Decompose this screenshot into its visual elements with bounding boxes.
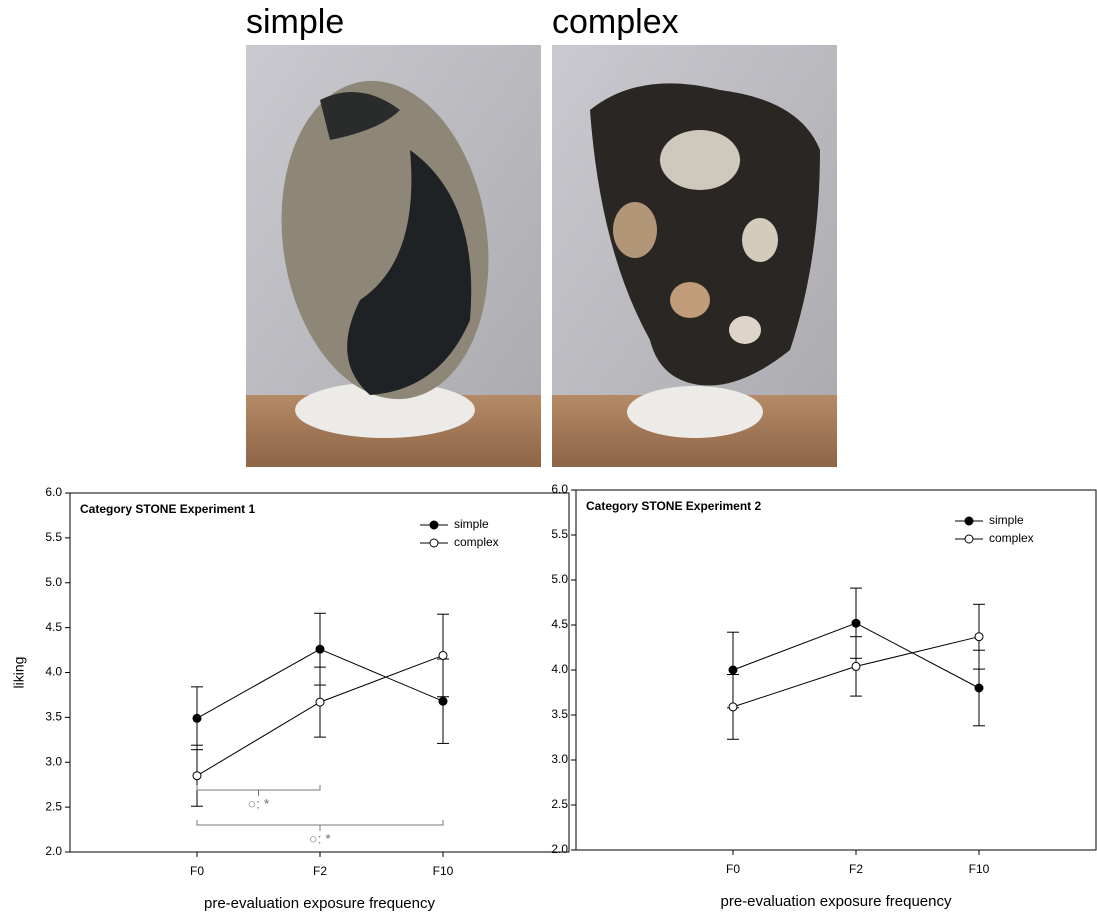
legend-label: simple — [454, 517, 489, 531]
x-tick-label: F0 — [190, 864, 204, 878]
y-tick-label: 6.0 — [45, 485, 62, 499]
figure: simple complex 2.0 2.5 3.0 3.5 4.0 4.5 5.0 5.5 6… — [0, 0, 1097, 914]
legend-label: simple — [989, 513, 1024, 527]
legend-marker — [430, 521, 438, 529]
marker — [439, 651, 447, 659]
legend-marker — [430, 539, 438, 547]
marker — [975, 684, 983, 692]
photo-simple — [246, 45, 541, 467]
y-tick-label: 2.0 — [551, 842, 568, 856]
x-tick-label: F2 — [849, 862, 863, 876]
y-tick-label: 3.0 — [551, 752, 568, 766]
y-tick-label: 4.5 — [45, 620, 62, 634]
legend-label: complex — [454, 535, 499, 549]
y-tick-label: 4.0 — [551, 662, 568, 676]
y-tick-label: 5.0 — [551, 572, 568, 586]
legend-marker — [965, 517, 973, 525]
x-tick-label: F10 — [433, 864, 454, 878]
marker — [852, 662, 860, 670]
y-tick-label: 2.0 — [45, 844, 62, 858]
x-tick-label: F2 — [313, 864, 327, 878]
marker — [852, 619, 860, 627]
y-tick-label: 3.0 — [45, 754, 62, 768]
legend-marker — [965, 535, 973, 543]
x-tick-label: F0 — [726, 862, 740, 876]
significance-label: ○: * — [309, 831, 331, 847]
photo-label: simple — [246, 3, 344, 41]
marker — [439, 697, 447, 705]
x-axis-label: pre-evaluation exposure frequency — [204, 895, 435, 912]
marker — [316, 645, 324, 653]
x-axis-label: pre-evaluation exposure frequency — [721, 893, 952, 910]
y-tick-label: 2.5 — [551, 797, 568, 811]
photo-complex — [552, 45, 837, 467]
y-tick-label: 5.0 — [45, 575, 62, 589]
y-tick-label: 2.5 — [45, 799, 62, 813]
marker — [316, 698, 324, 706]
photo-label: complex — [552, 3, 679, 41]
marker — [193, 772, 201, 780]
y-tick-label: 4.0 — [45, 665, 62, 679]
y-tick-label: 4.5 — [551, 617, 568, 631]
y-tick-label: 5.5 — [551, 527, 568, 541]
y-tick-label: 6.0 — [551, 482, 568, 496]
y-tick-label: 5.5 — [45, 530, 62, 544]
x-tick-label: F10 — [969, 862, 990, 876]
marker — [729, 666, 737, 674]
legend-label: complex — [989, 531, 1034, 545]
y-tick-label: 3.5 — [551, 707, 568, 721]
chart-title: Category STONE Experiment 1 — [80, 502, 255, 516]
significance-bracket — [197, 820, 443, 831]
significance-bracket — [197, 785, 320, 796]
significance-label: ○: * — [248, 796, 270, 812]
marker — [729, 703, 737, 711]
y-tick-label: 3.5 — [45, 710, 62, 724]
chart-title: Category STONE Experiment 2 — [586, 499, 761, 513]
marker — [193, 714, 201, 722]
y-axis-label: liking — [11, 657, 27, 689]
marker — [975, 633, 983, 641]
